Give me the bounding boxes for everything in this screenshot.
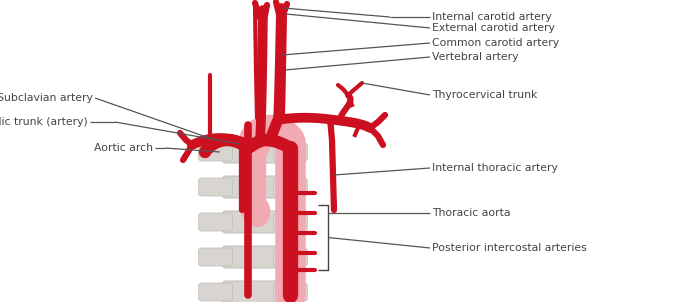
- Text: Aortic arch: Aortic arch: [94, 143, 153, 153]
- Text: Thyrocervical trunk: Thyrocervical trunk: [432, 90, 537, 100]
- FancyBboxPatch shape: [274, 143, 308, 161]
- Text: Thoracic aorta: Thoracic aorta: [432, 208, 510, 218]
- Text: Posterior intercostal arteries: Posterior intercostal arteries: [432, 243, 587, 253]
- FancyBboxPatch shape: [222, 141, 283, 163]
- Text: Brachiocephalic trunk (artery): Brachiocephalic trunk (artery): [0, 117, 88, 127]
- Text: Internal carotid artery: Internal carotid artery: [432, 12, 552, 22]
- FancyBboxPatch shape: [199, 178, 233, 196]
- FancyBboxPatch shape: [222, 211, 283, 233]
- Text: Common carotid artery: Common carotid artery: [432, 38, 559, 48]
- FancyBboxPatch shape: [222, 281, 283, 302]
- FancyBboxPatch shape: [199, 248, 233, 266]
- FancyBboxPatch shape: [222, 176, 283, 198]
- FancyBboxPatch shape: [274, 283, 308, 301]
- FancyBboxPatch shape: [222, 246, 283, 268]
- FancyBboxPatch shape: [199, 283, 233, 301]
- Text: Subclavian artery: Subclavian artery: [0, 93, 93, 103]
- FancyBboxPatch shape: [274, 178, 308, 196]
- FancyBboxPatch shape: [199, 213, 233, 231]
- FancyBboxPatch shape: [274, 213, 308, 231]
- Text: External carotid artery: External carotid artery: [432, 23, 555, 33]
- FancyBboxPatch shape: [274, 248, 308, 266]
- FancyBboxPatch shape: [199, 143, 233, 161]
- Text: Vertebral artery: Vertebral artery: [432, 52, 519, 62]
- Text: Internal thoracic artery: Internal thoracic artery: [432, 163, 558, 173]
